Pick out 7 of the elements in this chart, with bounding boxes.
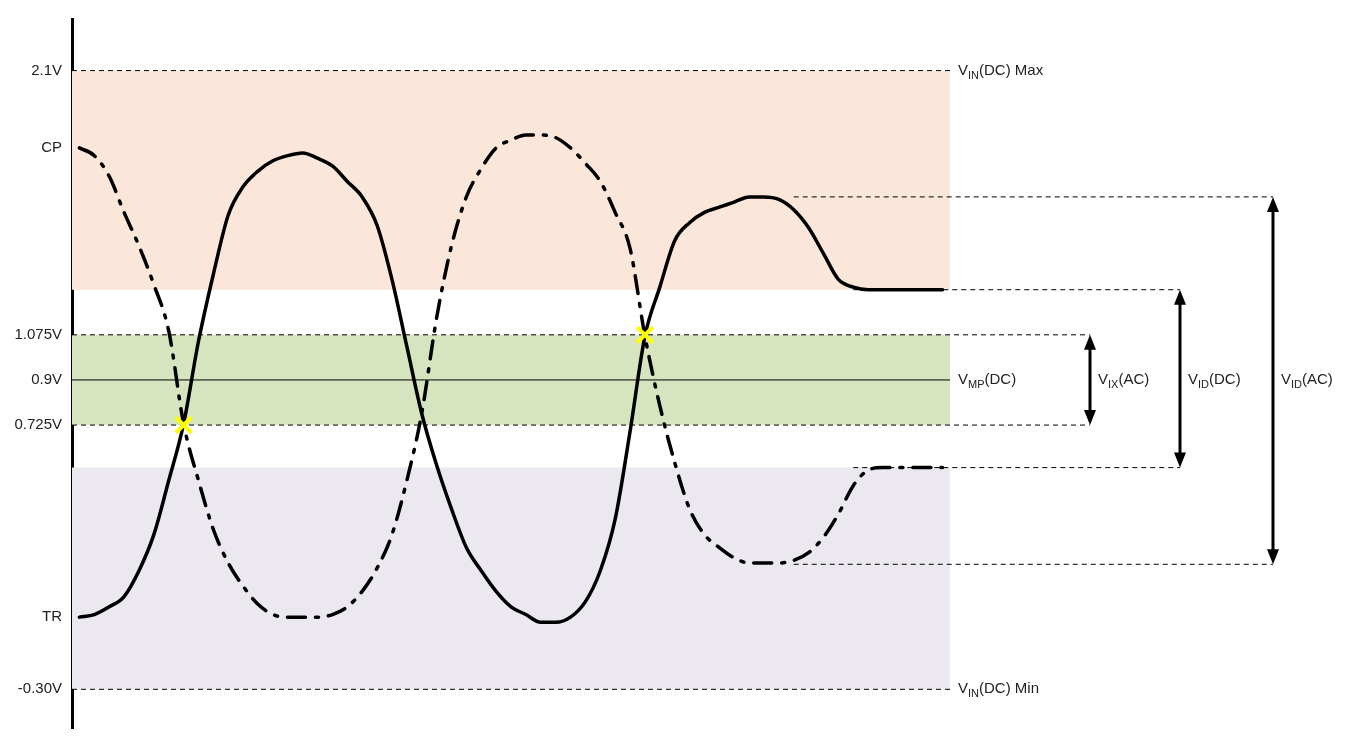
y-tick-label: 1.075V xyxy=(14,324,62,342)
y-tick-label: 0.725V xyxy=(14,415,62,433)
y-tick-label: -0.30V xyxy=(17,679,62,697)
y-tick-label: 2.1V xyxy=(31,60,62,78)
series-label: CP xyxy=(41,138,63,156)
y-tick-label: 0.9V xyxy=(31,370,62,388)
series-label: TR xyxy=(42,607,63,625)
